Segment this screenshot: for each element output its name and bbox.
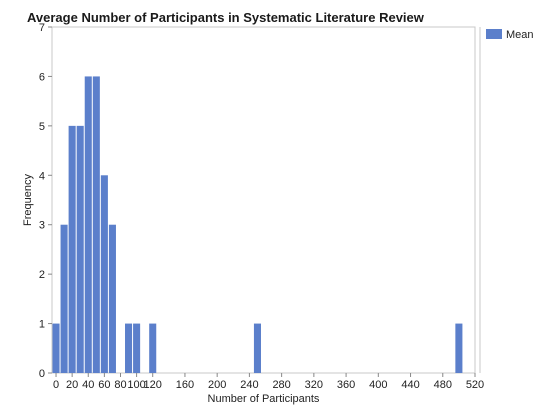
x-tick-label-1: 20 (66, 379, 78, 391)
bar-8 (125, 323, 133, 373)
bar-2 (68, 125, 76, 373)
y-tick-label-1: 1 (39, 319, 45, 331)
x-tick-label-8: 200 (208, 379, 226, 391)
y-axis-label: Frequency (22, 174, 34, 226)
y-tick-label-3: 3 (39, 220, 45, 232)
x-tick-label-2: 40 (82, 379, 94, 391)
x-tick-label-7: 160 (176, 379, 194, 391)
x-tick-label-10: 280 (272, 379, 290, 391)
bars-group (52, 76, 463, 374)
x-axis-label: Number of Participants (208, 393, 320, 405)
bar-12 (455, 323, 463, 373)
x-tick-label-0: 0 (53, 379, 59, 391)
y-axis: 0 1 2 3 4 5 6 7 (39, 22, 52, 380)
x-tick-label-13: 400 (369, 379, 387, 391)
legend-label-mean: Mean (506, 29, 534, 41)
y-tick-label-6: 6 (39, 71, 45, 83)
bar-0 (52, 323, 60, 373)
x-tick-label-16: 520 (466, 379, 484, 391)
y-tick-label-5: 5 (39, 121, 45, 133)
bar-3 (76, 125, 84, 373)
y-tick-label-7: 7 (39, 22, 45, 34)
plot-frame (51, 26, 476, 374)
y-tick-label-2: 2 (39, 269, 45, 281)
x-tick-label-15: 480 (434, 379, 452, 391)
bar-1 (60, 224, 68, 373)
bar-5 (92, 76, 100, 374)
x-tick-label-3: 60 (98, 379, 110, 391)
bar-10 (149, 323, 157, 373)
y-tick-label-0: 0 (39, 368, 45, 380)
chart-title: Average Number of Participants in System… (27, 10, 425, 25)
x-tick-label-5: 100 (127, 379, 145, 391)
x-tick-label-14: 440 (401, 379, 419, 391)
x-tick-label-4: 80 (114, 379, 126, 391)
bar-4 (84, 76, 92, 374)
x-tick-label-9: 240 (240, 379, 258, 391)
x-tick-label-6: 120 (144, 379, 162, 391)
x-tick-label-11: 320 (305, 379, 323, 391)
bar-9 (133, 323, 141, 373)
bar-6 (100, 175, 108, 373)
bar-11 (253, 323, 261, 373)
legend: Mean (486, 29, 534, 41)
bar-7 (108, 224, 116, 373)
x-tick-label-12: 360 (337, 379, 355, 391)
legend-swatch-mean (486, 29, 502, 39)
y-tick-label-4: 4 (39, 170, 45, 182)
